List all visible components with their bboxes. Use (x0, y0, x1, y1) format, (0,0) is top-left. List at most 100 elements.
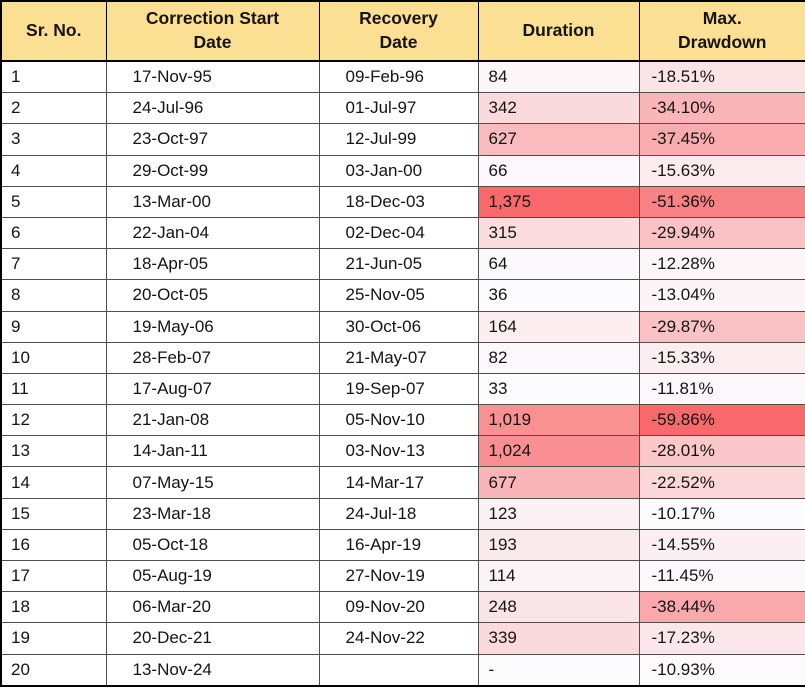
sr-no-cell: 18 (0, 591, 107, 624)
correction-start-date-cell: 18-Apr-05 (105, 248, 320, 281)
duration-cell: 627 (477, 123, 640, 156)
duration-cell: 123 (477, 497, 640, 530)
max-drawdown-cell: -15.33% (638, 341, 805, 374)
recovery-date-cell: 09-Feb-96 (318, 60, 479, 94)
max-drawdown-cell: -14.55% (638, 528, 805, 562)
correction-start-date-cell: 14-Jan-11 (105, 435, 320, 468)
duration-cell: 82 (477, 341, 640, 374)
correction-start-date-cell: 06-Mar-20 (105, 591, 320, 624)
correction-start-date-cell: 23-Oct-97 (105, 123, 320, 156)
sr-no-cell: 6 (0, 216, 107, 250)
header-correction-start-date: Correction Start Date (105, 0, 320, 62)
duration-cell: 66 (477, 154, 640, 187)
correction-start-date-cell: 07-May-15 (105, 466, 320, 499)
recovery-date-cell: 02-Dec-04 (318, 216, 479, 250)
recovery-date-cell: 12-Jul-99 (318, 123, 479, 156)
max-drawdown-cell: -28.01% (638, 435, 805, 468)
header-duration: Duration (477, 0, 640, 62)
max-drawdown-cell: -22.52% (638, 466, 805, 499)
recovery-date-cell: 24-Jul-18 (318, 497, 479, 530)
sr-no-cell: 16 (0, 528, 107, 562)
sr-no-cell: 15 (0, 497, 107, 530)
correction-start-date-cell: 21-Jan-08 (105, 404, 320, 437)
max-drawdown-cell: -17.23% (638, 622, 805, 655)
duration-cell: 1,375 (477, 185, 640, 218)
correction-start-date-cell: 23-Mar-18 (105, 497, 320, 530)
header-label: Duration (522, 20, 595, 41)
sr-no-cell: 20 (0, 653, 107, 687)
correction-start-date-cell: 05-Oct-18 (105, 528, 320, 562)
duration-cell: 677 (477, 466, 640, 499)
correction-start-date-cell: 24-Jul-96 (105, 92, 320, 125)
table-row: 6 22-Jan-04 02-Dec-04 315 -29.94% (0, 216, 805, 250)
table-row: 15 23-Mar-18 24-Jul-18 123 -10.17% (0, 497, 805, 530)
max-drawdown-cell: -34.10% (638, 92, 805, 125)
duration-cell: 1,019 (477, 404, 640, 437)
max-drawdown-cell: -38.44% (638, 591, 805, 624)
sr-no-cell: 19 (0, 622, 107, 655)
table-row: 1 17-Nov-95 09-Feb-96 84 -18.51% (0, 60, 805, 94)
max-drawdown-cell: -11.81% (638, 372, 805, 406)
recovery-date-cell (318, 653, 479, 687)
recovery-date-cell: 03-Nov-13 (318, 435, 479, 468)
max-drawdown-cell: -10.17% (638, 497, 805, 530)
duration-cell: 164 (477, 310, 640, 343)
table-row: 8 20-Oct-05 25-Nov-05 36 -13.04% (0, 279, 805, 312)
header-sr-no: Sr. No. (0, 0, 107, 62)
correction-start-date-cell: 22-Jan-04 (105, 216, 320, 250)
recovery-date-cell: 19-Sep-07 (318, 372, 479, 406)
recovery-date-cell: 21-May-07 (318, 341, 479, 374)
correction-start-date-cell: 05-Aug-19 (105, 560, 320, 593)
table-row: 20 13-Nov-24 - -10.93% (0, 653, 805, 687)
table-row: 11 17-Aug-07 19-Sep-07 33 -11.81% (0, 372, 805, 406)
table-row: 18 06-Mar-20 09-Nov-20 248 -38.44% (0, 591, 805, 624)
recovery-date-cell: 09-Nov-20 (318, 591, 479, 624)
table-body: 1 17-Nov-95 09-Feb-96 84 -18.51% 2 24-Jul-96 01… (0, 60, 805, 687)
recovery-date-cell: 27-Nov-19 (318, 560, 479, 593)
duration-cell: 339 (477, 622, 640, 655)
sr-no-cell: 3 (0, 123, 107, 156)
table-row: 16 05-Oct-18 16-Apr-19 193 -14.55% (0, 528, 805, 562)
max-drawdown-cell: -29.94% (638, 216, 805, 250)
sr-no-cell: 7 (0, 248, 107, 281)
duration-cell: 33 (477, 372, 640, 406)
correction-start-date-cell: 28-Feb-07 (105, 341, 320, 374)
sr-no-cell: 9 (0, 310, 107, 343)
max-drawdown-cell: -10.93% (638, 653, 805, 687)
table-row: 12 21-Jan-08 05-Nov-10 1,019 -59.86% (0, 404, 805, 437)
recovery-date-cell: 03-Jan-00 (318, 154, 479, 187)
table-row: 4 29-Oct-99 03-Jan-00 66 -15.63% (0, 154, 805, 187)
max-drawdown-cell: -59.86% (638, 404, 805, 437)
duration-cell: 114 (477, 560, 640, 593)
sr-no-cell: 1 (0, 60, 107, 94)
duration-cell: 64 (477, 248, 640, 281)
duration-cell: 84 (477, 60, 640, 94)
sr-no-cell: 5 (0, 185, 107, 218)
recovery-date-cell: 05-Nov-10 (318, 404, 479, 437)
header-label: Max. Drawdown (678, 8, 767, 52)
recovery-date-cell: 14-Mar-17 (318, 466, 479, 499)
sr-no-cell: 8 (0, 279, 107, 312)
duration-cell: 248 (477, 591, 640, 624)
sr-no-cell: 10 (0, 341, 107, 374)
sr-no-cell: 17 (0, 560, 107, 593)
table-row: 5 13-Mar-00 18-Dec-03 1,375 -51.36% (0, 185, 805, 218)
sr-no-cell: 12 (0, 404, 107, 437)
duration-cell: 1,024 (477, 435, 640, 468)
table-row: 10 28-Feb-07 21-May-07 82 -15.33% (0, 341, 805, 374)
recovery-date-cell: 01-Jul-97 (318, 92, 479, 125)
max-drawdown-cell: -29.87% (638, 310, 805, 343)
table-row: 9 19-May-06 30-Oct-06 164 -29.87% (0, 310, 805, 343)
table-row: 3 23-Oct-97 12-Jul-99 627 -37.45% (0, 123, 805, 156)
recovery-date-cell: 16-Apr-19 (318, 528, 479, 562)
duration-cell: 36 (477, 279, 640, 312)
header-label: Sr. No. (26, 20, 82, 41)
recovery-date-cell: 25-Nov-05 (318, 279, 479, 312)
header-label: Recovery Date (359, 8, 438, 52)
table-header: Sr. No. Correction Start Date Recovery D… (0, 0, 805, 62)
max-drawdown-cell: -11.45% (638, 560, 805, 593)
sr-no-cell: 2 (0, 92, 107, 125)
correction-start-date-cell: 20-Dec-21 (105, 622, 320, 655)
duration-cell: 193 (477, 528, 640, 562)
